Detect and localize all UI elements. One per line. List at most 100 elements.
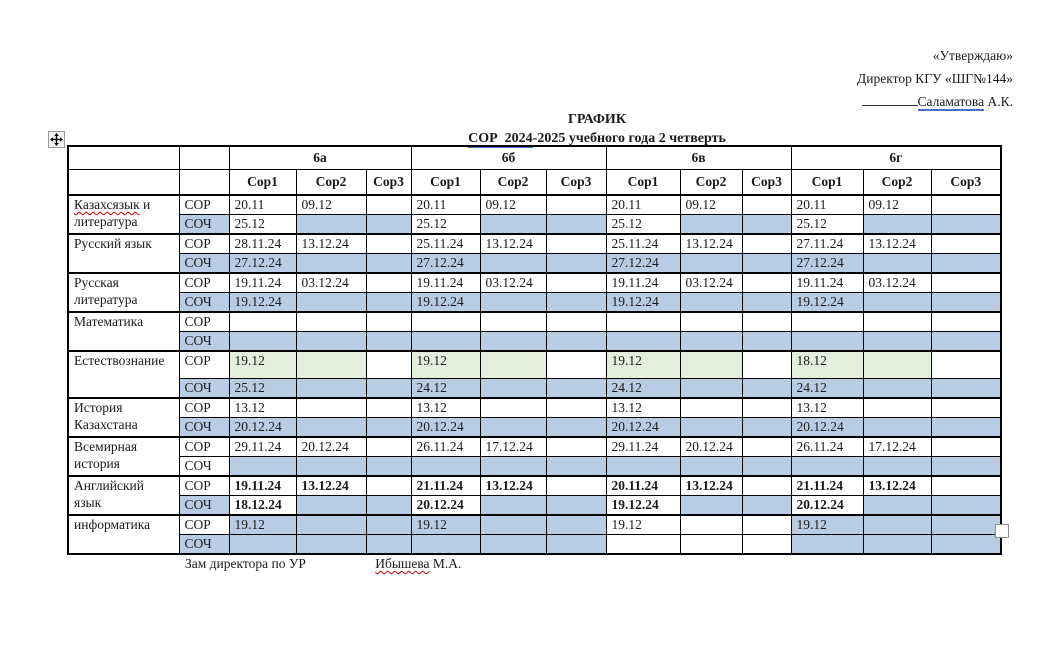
sor-date-cell[interactable]: 26.11.24 <box>410 436 481 457</box>
sor-date-cell[interactable]: 13.12 <box>228 397 297 418</box>
sor-date-cell[interactable]: 20.12.24 <box>679 436 743 457</box>
soch-date-cell[interactable] <box>365 214 412 235</box>
sor-date-cell[interactable]: 27.11.24 <box>790 233 864 254</box>
soch-date-cell[interactable]: 25.12 <box>605 214 681 235</box>
sor-date-cell[interactable] <box>679 311 743 332</box>
subject-cell[interactable]: Русская литература <box>67 272 180 313</box>
soch-date-cell[interactable] <box>741 495 792 516</box>
soch-date-cell[interactable] <box>679 417 743 438</box>
sor-label-cell[interactable]: СОР <box>178 311 230 332</box>
sor-header-cell[interactable]: Сор3 <box>545 169 607 196</box>
soch-date-cell[interactable] <box>545 534 607 555</box>
soch-date-cell[interactable] <box>930 253 1002 274</box>
sor-date-cell[interactable] <box>930 436 1002 457</box>
soch-date-cell[interactable] <box>295 253 367 274</box>
soch-date-cell[interactable]: 24.12 <box>790 378 864 399</box>
sor-date-cell[interactable] <box>479 350 547 379</box>
soch-date-cell[interactable] <box>862 495 932 516</box>
soch-date-cell[interactable] <box>479 495 547 516</box>
soch-date-cell[interactable] <box>545 253 607 274</box>
sor-date-cell[interactable] <box>545 514 607 535</box>
soch-date-cell[interactable] <box>790 456 864 477</box>
sor-date-cell[interactable]: 20.11 <box>790 194 864 215</box>
soch-label-cell[interactable]: СОЧ <box>178 417 230 438</box>
soch-date-cell[interactable] <box>741 456 792 477</box>
sor-date-cell[interactable]: 20.11 <box>228 194 297 215</box>
soch-date-cell[interactable] <box>365 534 412 555</box>
soch-date-cell[interactable]: 27.12.24 <box>410 253 481 274</box>
subject-cell[interactable]: Русский язык <box>67 233 180 274</box>
soch-date-cell[interactable] <box>479 253 547 274</box>
soch-date-cell[interactable] <box>741 214 792 235</box>
sor-date-cell[interactable]: 03.12.24 <box>679 272 743 293</box>
sor-date-cell[interactable] <box>862 350 932 379</box>
soch-date-cell[interactable] <box>410 456 481 477</box>
soch-date-cell[interactable]: 20.12.24 <box>228 417 297 438</box>
sor-date-cell[interactable] <box>930 397 1002 418</box>
sor-date-cell[interactable]: 09.12 <box>479 194 547 215</box>
soch-date-cell[interactable]: 25.12 <box>228 378 297 399</box>
sor-date-cell[interactable]: 13.12 <box>790 397 864 418</box>
soch-date-cell[interactable] <box>295 417 367 438</box>
sor-date-cell[interactable] <box>545 475 607 496</box>
soch-date-cell[interactable] <box>862 378 932 399</box>
corner-cell[interactable] <box>67 169 180 196</box>
sor-date-cell[interactable] <box>930 311 1002 332</box>
soch-date-cell[interactable] <box>862 292 932 313</box>
sor-header-cell[interactable]: Сор2 <box>862 169 932 196</box>
sor-date-cell[interactable] <box>741 233 792 254</box>
sor-date-cell[interactable] <box>741 475 792 496</box>
class-header-cell[interactable]: 6в <box>605 145 792 170</box>
sor-date-cell[interactable] <box>862 397 932 418</box>
sor-date-cell[interactable]: 19.11.24 <box>410 272 481 293</box>
soch-date-cell[interactable] <box>295 214 367 235</box>
sor-date-cell[interactable]: 13.12 <box>605 397 681 418</box>
sor-header-cell[interactable]: Сор1 <box>228 169 297 196</box>
sor-date-cell[interactable] <box>365 233 412 254</box>
sor-date-cell[interactable]: 25.11.24 <box>605 233 681 254</box>
sor-date-cell[interactable] <box>930 350 1002 379</box>
sor-date-cell[interactable]: 09.12 <box>862 194 932 215</box>
sor-date-cell[interactable]: 19.11.24 <box>228 475 297 496</box>
soch-date-cell[interactable] <box>545 456 607 477</box>
sor-header-cell[interactable]: Сор2 <box>479 169 547 196</box>
sor-header-cell[interactable]: Сор1 <box>790 169 864 196</box>
sor-header-cell[interactable]: Сор2 <box>295 169 367 196</box>
table-move-handle-icon[interactable] <box>48 131 65 148</box>
sor-date-cell[interactable] <box>479 514 547 535</box>
soch-date-cell[interactable] <box>930 417 1002 438</box>
soch-date-cell[interactable] <box>862 331 932 352</box>
sor-date-cell[interactable] <box>741 436 792 457</box>
soch-date-cell[interactable] <box>545 292 607 313</box>
sor-date-cell[interactable]: 19.12 <box>228 514 297 535</box>
soch-date-cell[interactable] <box>930 331 1002 352</box>
sor-date-cell[interactable]: 13.12 <box>410 397 481 418</box>
sor-label-cell[interactable]: СОР <box>178 272 230 293</box>
soch-date-cell[interactable]: 27.12.24 <box>228 253 297 274</box>
sor-label-cell[interactable]: СОР <box>178 397 230 418</box>
sor-date-cell[interactable]: 13.12.24 <box>479 233 547 254</box>
sor-date-cell[interactable]: 20.11.24 <box>605 475 681 496</box>
soch-date-cell[interactable]: 24.12 <box>605 378 681 399</box>
soch-date-cell[interactable] <box>862 214 932 235</box>
subject-cell[interactable]: Всемирная история <box>67 436 180 477</box>
subject-cell[interactable]: Математика <box>67 311 180 352</box>
soch-date-cell[interactable] <box>479 456 547 477</box>
soch-date-cell[interactable] <box>679 331 743 352</box>
soch-date-cell[interactable]: 19.12.24 <box>605 292 681 313</box>
sor-date-cell[interactable] <box>479 311 547 332</box>
soch-date-cell[interactable]: 20.12.24 <box>410 495 481 516</box>
sor-date-cell[interactable]: 21.11.24 <box>790 475 864 496</box>
soch-date-cell[interactable] <box>365 253 412 274</box>
soch-date-cell[interactable]: 20.12.24 <box>790 417 864 438</box>
soch-date-cell[interactable]: 25.12 <box>790 214 864 235</box>
soch-date-cell[interactable] <box>862 534 932 555</box>
sor-date-cell[interactable]: 13.12.24 <box>862 233 932 254</box>
sor-date-cell[interactable]: 19.11.24 <box>790 272 864 293</box>
sor-date-cell[interactable] <box>741 350 792 379</box>
sor-date-cell[interactable]: 28.11.24 <box>228 233 297 254</box>
sor-header-cell[interactable]: Сор3 <box>365 169 412 196</box>
sor-date-cell[interactable] <box>741 311 792 332</box>
sor-date-cell[interactable] <box>365 194 412 215</box>
sor-date-cell[interactable]: 17.12.24 <box>479 436 547 457</box>
